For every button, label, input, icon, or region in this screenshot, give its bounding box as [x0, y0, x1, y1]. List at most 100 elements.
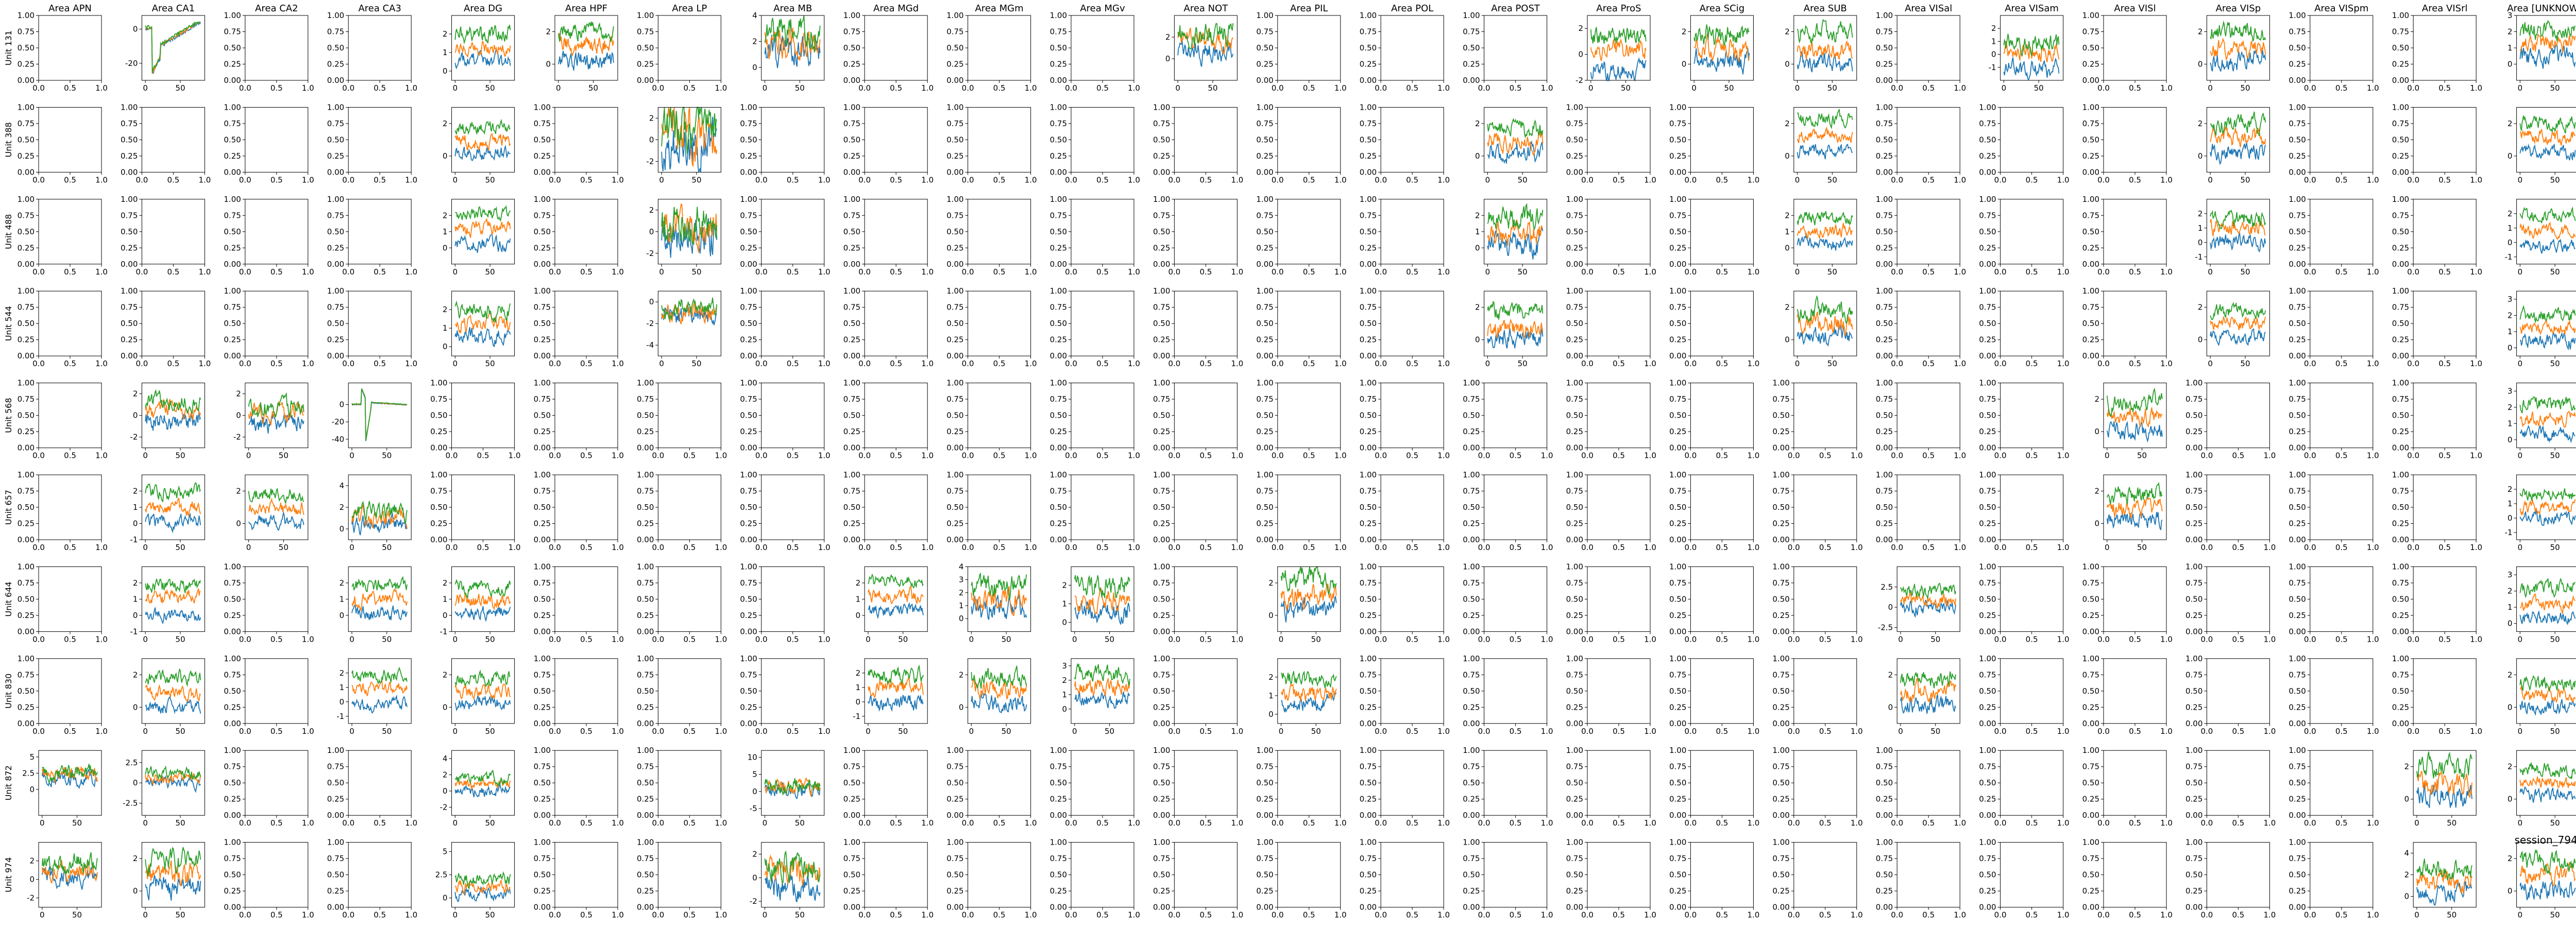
- x-tick-label: 1.0: [509, 543, 521, 552]
- x-tick-label: 0.0: [1272, 911, 1284, 920]
- y-tick-label: 0.75: [1153, 670, 1170, 679]
- axes-frame: [1690, 842, 1754, 908]
- x-tick-label: 0: [40, 818, 45, 828]
- y-tick-label: 2: [649, 113, 654, 123]
- y-tick-label: 0: [443, 611, 448, 620]
- x-tick-label: 1.0: [1231, 175, 1243, 184]
- y-tick-label: 0: [2507, 151, 2513, 161]
- x-tick-label: 0.5: [2335, 359, 2348, 368]
- x-tick-label: 0.0: [1375, 543, 1387, 552]
- y-tick-label: 1.00: [843, 195, 860, 204]
- x-tick-label: 0.0: [32, 359, 45, 368]
- axes-frame: [1380, 15, 1444, 81]
- subplot-axes: 0.0 0.5 1.00.000.250.500.751.00: [1463, 470, 1553, 552]
- x-tick-label: 0.5: [1922, 451, 1935, 460]
- y-tick-label: 5: [443, 847, 448, 856]
- x-tick-label: 1.0: [2470, 451, 2482, 460]
- x-tick-label: 0.5: [1406, 818, 1418, 828]
- y-tick-label: 0.75: [1463, 670, 1480, 679]
- x-tick-label: 0.5: [2026, 727, 2038, 736]
- series-line: [2519, 578, 2576, 598]
- subplot-axes: 0.0 0.5 1.00.000.250.500.751.00: [2289, 746, 2379, 828]
- x-tick-label: 0.5: [993, 83, 1006, 93]
- y-tick-label: 0.25: [2082, 243, 2099, 252]
- x-tick-label: 50: [1621, 83, 1631, 93]
- y-tick-label: 0.25: [1360, 611, 1377, 620]
- y-tick-label: 0.75: [740, 578, 757, 588]
- axes-frame: [1690, 566, 1754, 632]
- y-tick-label: 0.50: [2392, 503, 2409, 512]
- subplot-axes: 0.0 0.5 1.00.000.250.500.751.00: [224, 286, 314, 368]
- x-tick-label: 50: [795, 911, 805, 920]
- series-line: [248, 413, 304, 434]
- y-tick-label: -2: [130, 433, 138, 442]
- y-tick-label: 0: [2198, 238, 2203, 247]
- subplot-axes: 0.0 0.5 1.00.000.250.500.751.00: [2289, 470, 2379, 552]
- x-tick-label: 50: [1827, 83, 1837, 93]
- y-tick-label: 0.25: [1566, 795, 1583, 804]
- y-tick-label: 0.25: [2185, 611, 2202, 620]
- axes-frame: [761, 842, 825, 908]
- y-tick-label: 0.75: [327, 211, 344, 220]
- x-tick-label: 0.0: [1684, 543, 1697, 552]
- y-tick-label: 1.00: [2289, 379, 2306, 388]
- y-tick-label: 0.25: [534, 795, 551, 804]
- y-tick-label: -2: [440, 802, 448, 812]
- x-tick-label: 0.0: [2200, 727, 2213, 736]
- series-line: [145, 668, 201, 687]
- y-tick-label: 0.50: [224, 870, 241, 880]
- x-tick-label: 0.0: [1581, 727, 1594, 736]
- subplot-axes: 0.0 0.5 1.00.000.250.500.751.00: [534, 470, 624, 552]
- x-tick-label: 1.0: [1747, 451, 1759, 460]
- x-tick-label: 50: [691, 175, 701, 184]
- x-tick-label: 0.5: [1096, 451, 1109, 460]
- y-tick-label: 0.00: [2392, 351, 2409, 360]
- y-tick-label: 0.00: [1566, 719, 1583, 728]
- x-tick-label: 0.0: [2304, 83, 2316, 93]
- subplot-axes: 0.0 0.5 1.00.000.250.500.751.00: [1153, 286, 1243, 368]
- y-tick-label: 0.25: [18, 519, 35, 528]
- y-tick-label: 0.50: [740, 686, 757, 696]
- y-tick-label: 0.25: [740, 243, 757, 252]
- x-tick-label: 1.0: [1851, 451, 1863, 460]
- subplot-axes: 0.0 0.5 1.00.000.250.500.751.00: [1979, 195, 2069, 277]
- y-tick-label: 0.50: [2289, 503, 2306, 512]
- series-line: [661, 297, 718, 321]
- y-tick-label: 1.00: [534, 102, 551, 112]
- x-tick-label: 1.0: [612, 267, 624, 277]
- x-tick-label: 1.0: [1231, 911, 1243, 920]
- subplot-axes: 0.0 0.5 1.00.000.250.500.751.00: [946, 470, 1037, 552]
- x-tick-label: 0.0: [962, 543, 974, 552]
- x-tick-label: 0.5: [1510, 83, 1522, 93]
- y-tick-label: 1.00: [18, 562, 35, 571]
- y-tick-label: 0.25: [224, 795, 241, 804]
- y-tick-label: 0.00: [1153, 535, 1170, 544]
- y-tick-label: 0.75: [2289, 394, 2306, 404]
- subplot-axes: 0.0 0.5 1.00.000.250.500.751.00: [1669, 746, 1759, 828]
- x-tick-label: 1.0: [1128, 359, 1140, 368]
- x-tick-label: 0.5: [1510, 451, 1522, 460]
- y-tick-label: 0.75: [2185, 762, 2202, 771]
- x-tick-label: 0.0: [2097, 818, 2110, 828]
- y-tick-label: 0.50: [946, 411, 963, 420]
- y-tick-label: 0.00: [843, 811, 860, 820]
- y-tick-label: 0.75: [1669, 487, 1686, 496]
- y-tick-label: 0.50: [1050, 135, 1067, 144]
- y-tick-label: 2: [443, 119, 448, 128]
- x-tick-label: 0.0: [2097, 267, 2110, 277]
- subplot-axes: 0.0 0.5 1.00.000.250.500.751.00: [1566, 470, 1656, 552]
- y-tick-label: 1.00: [637, 562, 654, 571]
- y-tick-label: 0.00: [2185, 903, 2202, 912]
- x-tick-label: 50: [2240, 83, 2250, 93]
- y-tick-label: 0.25: [1772, 886, 1789, 896]
- series-line: [558, 32, 614, 57]
- x-tick-label: 0.0: [1478, 83, 1490, 93]
- x-tick-label: 50: [2550, 818, 2560, 828]
- series-line: [1900, 694, 1956, 714]
- x-tick-label: 0.0: [1788, 543, 1800, 552]
- x-tick-label: 0.0: [2304, 359, 2316, 368]
- x-tick-label: 1.0: [2263, 727, 2276, 736]
- y-tick-label: 0.75: [2185, 487, 2202, 496]
- y-tick-label: 0.00: [224, 260, 241, 269]
